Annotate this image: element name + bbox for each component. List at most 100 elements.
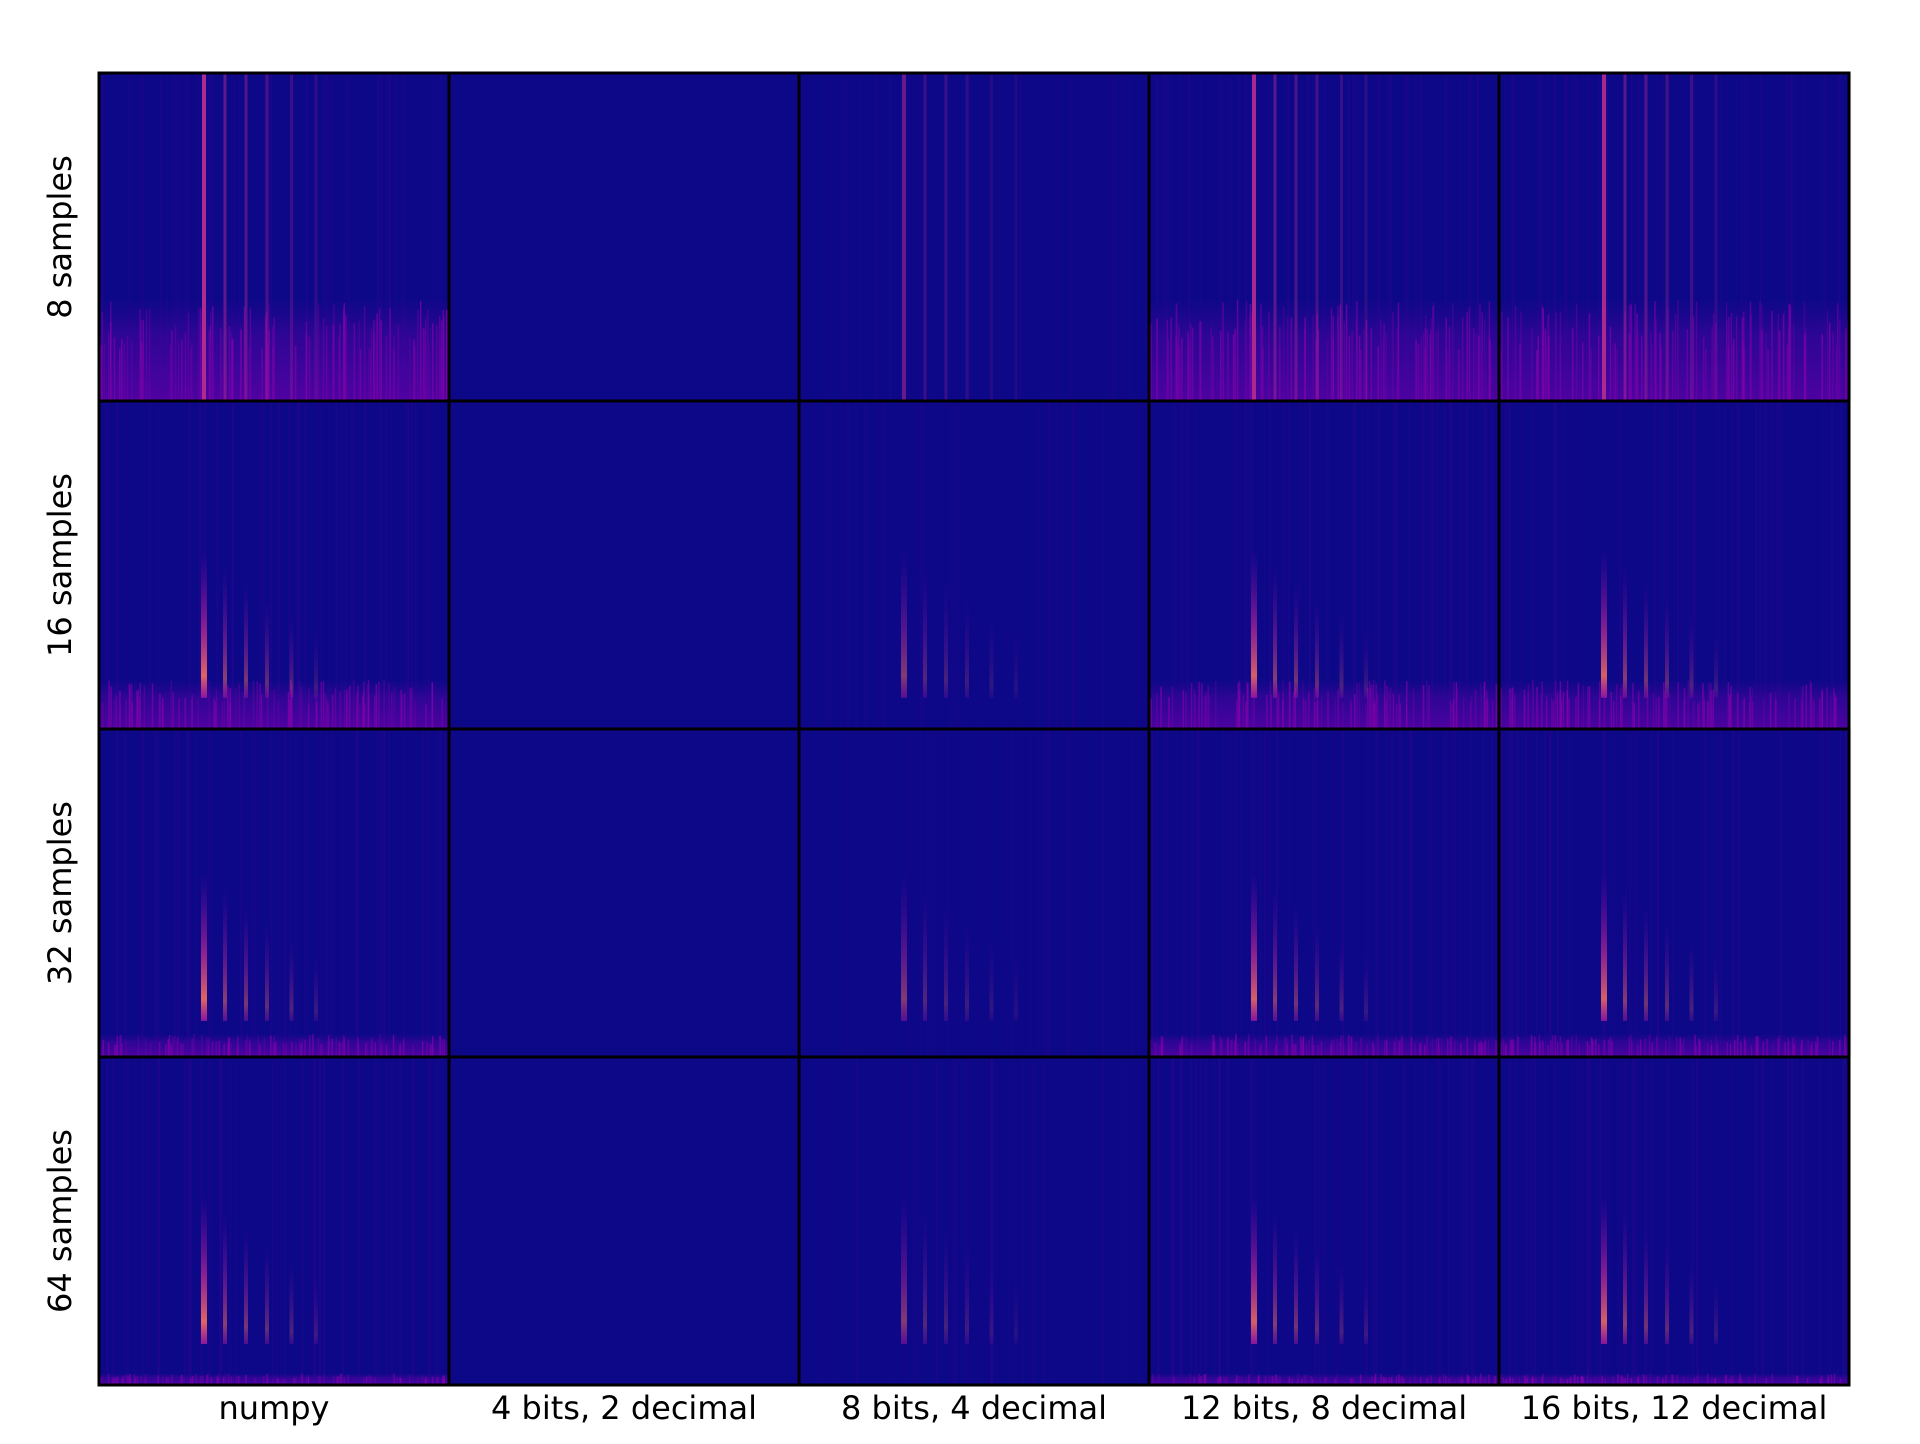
noise-streak	[1435, 1039, 1438, 1057]
spectral-streak	[1062, 401, 1064, 729]
spectral-streak	[1437, 401, 1439, 729]
noise-streak	[1436, 332, 1438, 401]
noise-streak	[1244, 319, 1246, 401]
noise-streak	[1386, 685, 1388, 729]
spectral-streak	[1802, 73, 1805, 401]
spectral-streak	[1491, 729, 1494, 1057]
noise-streak	[1710, 1045, 1713, 1057]
noise-streak	[1612, 344, 1614, 401]
noise-streak	[1787, 1037, 1790, 1057]
noise-streak	[1385, 333, 1387, 401]
spectral-streak	[239, 729, 241, 1057]
noise-streak	[1156, 319, 1158, 401]
noise-streak	[1272, 1376, 1274, 1385]
noise-streak	[393, 1373, 395, 1385]
noise-streak	[1453, 682, 1455, 729]
spectral-streak	[183, 1057, 186, 1385]
spectral-streak	[1057, 401, 1061, 729]
noise-streak	[1448, 327, 1451, 401]
noise-streak	[1223, 1375, 1225, 1385]
noise-streak	[357, 685, 359, 729]
noise-streak	[1235, 1379, 1237, 1385]
spectral-streak	[379, 401, 382, 729]
noise-streak	[1189, 341, 1191, 401]
harmonic-peak	[989, 615, 994, 698]
spectral-streak	[141, 729, 144, 1057]
noise-streak	[1575, 695, 1578, 729]
noise-streak	[1839, 1039, 1841, 1057]
noise-streak	[1189, 323, 1192, 401]
noise-streak	[1743, 341, 1745, 401]
noise-streak	[1249, 303, 1252, 401]
noise-streak	[342, 1035, 344, 1057]
spectral-streak	[313, 1057, 315, 1385]
noise-streak	[1546, 316, 1549, 401]
noise-streak	[440, 320, 443, 401]
spectral-streak	[1041, 1057, 1045, 1385]
spectral-streak	[952, 1057, 956, 1385]
spectral-streak	[1391, 729, 1394, 1057]
noise-streak	[1796, 1375, 1798, 1385]
spectral-streak	[1004, 729, 1006, 1057]
noise-streak	[140, 342, 143, 401]
spectral-streak	[1790, 73, 1792, 401]
panel-r1-c1	[447, 399, 801, 731]
spectral-streak	[1280, 401, 1282, 729]
spectral-streak	[1822, 401, 1824, 729]
spectral-streak	[112, 1057, 114, 1385]
spectral-streak	[1504, 401, 1507, 729]
spectral-streak	[1105, 1057, 1107, 1385]
noise-streak	[1559, 1379, 1561, 1385]
harmonic-peak	[265, 1245, 269, 1344]
noise-streak	[1279, 326, 1281, 401]
spectral-streak	[888, 1057, 890, 1385]
noise-streak	[198, 307, 200, 401]
noise-streak	[266, 342, 269, 401]
noise-streak	[325, 325, 328, 401]
spectral-streak	[1218, 73, 1222, 401]
noise-streak	[414, 701, 417, 729]
noise-streak	[1662, 1378, 1665, 1385]
noise-streak	[1467, 1377, 1469, 1385]
noise-streak	[272, 347, 274, 401]
noise-streak	[171, 330, 173, 401]
noise-streak	[1440, 1038, 1443, 1057]
noise-streak	[1282, 701, 1284, 729]
spectral-streak	[846, 401, 850, 729]
spectral-streak	[1241, 401, 1244, 729]
spectral-streak	[1780, 401, 1782, 729]
noise-streak	[1187, 331, 1189, 401]
noise-streak	[1590, 1037, 1593, 1057]
spectral-streak	[1772, 1057, 1774, 1385]
spectral-streak	[1017, 729, 1019, 1057]
noise-streak	[1715, 1377, 1717, 1385]
spectral-streak	[1541, 73, 1543, 401]
spectral-streak	[1050, 73, 1052, 401]
noise-streak	[1728, 1378, 1730, 1385]
spectral-streak	[229, 1057, 231, 1385]
noise-streak	[1212, 336, 1214, 401]
noise-streak	[1765, 331, 1767, 401]
spectral-streak	[400, 73, 404, 401]
noise-streak	[223, 682, 225, 729]
spectral-streak	[1181, 401, 1184, 729]
noise-streak	[1741, 317, 1744, 401]
noise-streak	[1248, 316, 1251, 401]
spectral-streak	[1407, 73, 1409, 401]
noise-streak	[1375, 683, 1377, 729]
noise-streak	[158, 1041, 161, 1057]
harmonic-peak	[223, 1212, 227, 1344]
noise-streak	[277, 701, 280, 729]
noise-streak	[1698, 1039, 1700, 1057]
noise-streak	[273, 689, 275, 729]
spectral-streak	[1754, 1057, 1757, 1385]
spectral-streak	[428, 1057, 430, 1385]
noise-streak	[1347, 1034, 1350, 1057]
spectral-streak	[919, 729, 923, 1057]
harmonic-peak	[1340, 73, 1343, 401]
spectral-streak	[1507, 401, 1511, 729]
noise-streak	[1614, 343, 1616, 401]
noise-streak	[228, 689, 230, 729]
noise-streak	[1749, 686, 1751, 729]
spectral-streak	[1658, 73, 1662, 401]
